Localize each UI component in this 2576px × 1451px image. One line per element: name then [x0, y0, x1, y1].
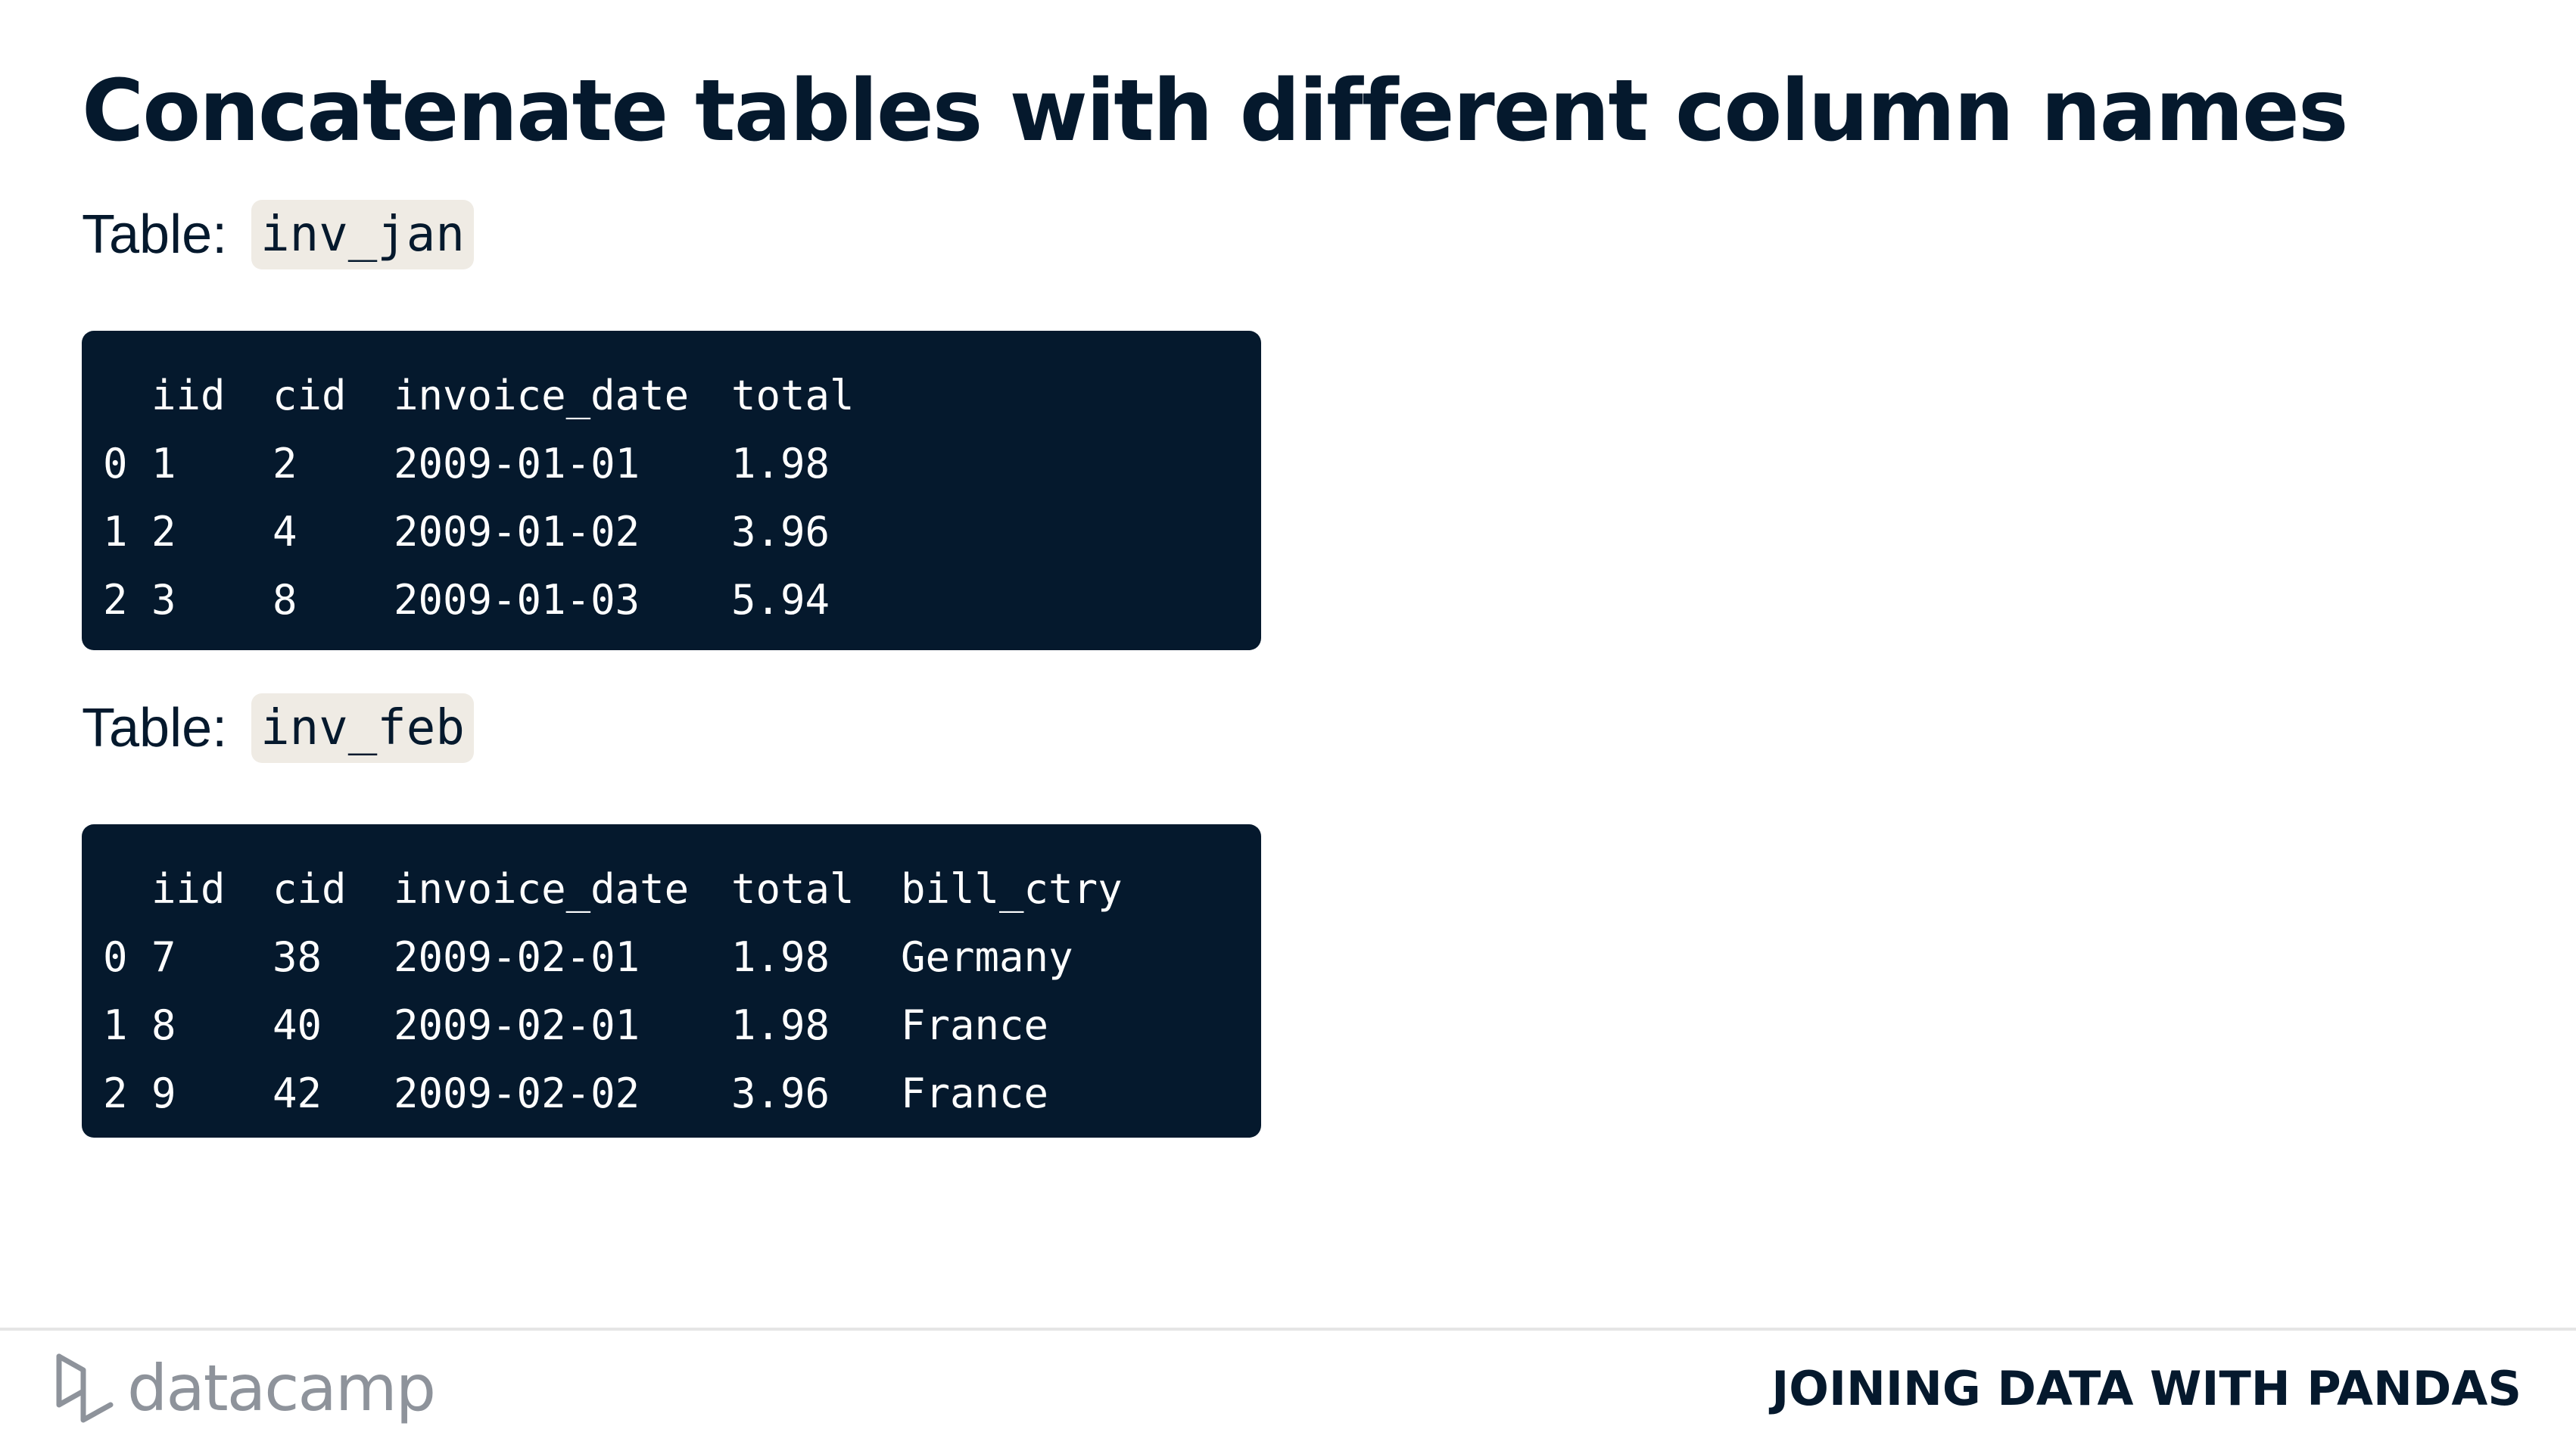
- datacamp-logo: datacamp: [53, 1349, 436, 1428]
- table-cell: 2009-02-01: [394, 933, 640, 981]
- table-cell: 40: [273, 1001, 322, 1049]
- table-cell: France: [901, 1069, 1049, 1117]
- page-title: Concatenate tables with different column…: [82, 62, 2349, 160]
- table-row: 0 1 2 2009-01-01 1.98: [103, 429, 901, 497]
- table-name-chip: inv_feb: [251, 693, 474, 763]
- table-cell: 38: [273, 933, 322, 981]
- code-block-inv-feb: iid cid invoice_date total bill_ctry 0 7…: [82, 824, 1261, 1138]
- table-cell: 3: [151, 575, 176, 624]
- table-cell: 2: [151, 507, 176, 556]
- dataframe-table: iid cid invoice_date total bill_ctry 0 7…: [103, 855, 1123, 1127]
- table-cell: 4: [273, 507, 297, 556]
- table-cell: 2009-01-02: [394, 507, 640, 556]
- column-header: invoice_date: [394, 371, 690, 419]
- table-row: 2 3 8 2009-01-03 5.94: [103, 565, 901, 634]
- table-cell: 42: [273, 1069, 322, 1117]
- table-name-chip: inv_jan: [251, 200, 474, 269]
- column-header: iid: [151, 371, 226, 419]
- column-header: cid: [273, 864, 347, 913]
- table-cell: 2009-02-01: [394, 1001, 640, 1049]
- column-header: total: [731, 371, 855, 419]
- code-block-inv-jan: iid cid invoice_date total 0 1 2 2009-01…: [82, 331, 1261, 650]
- table-cell: 1.98: [731, 933, 830, 981]
- table-cell: 2: [273, 439, 297, 487]
- column-header: [103, 361, 151, 429]
- column-header: cid: [273, 371, 347, 419]
- dataframe-table: iid cid invoice_date total 0 1 2 2009-01…: [103, 361, 901, 634]
- table-cell: 0: [103, 933, 128, 981]
- table-cell: 3.96: [731, 507, 830, 556]
- table-cell: 1: [103, 1001, 128, 1049]
- table-cell: 1.98: [731, 439, 830, 487]
- footer-divider: [0, 1328, 2576, 1331]
- datacamp-logo-icon: [56, 1353, 114, 1423]
- table-label-text: Table:: [82, 204, 228, 265]
- table-cell: 2: [103, 575, 128, 624]
- table-cell: 8: [151, 1001, 176, 1049]
- table-row: 1 2 4 2009-01-02 3.96: [103, 497, 901, 565]
- table-cell: 3.96: [731, 1069, 830, 1117]
- table-cell: 2009-01-03: [394, 575, 640, 624]
- course-name: JOINING DATA WITH PANDAS: [1771, 1361, 2521, 1416]
- table-cell: 2009-01-01: [394, 439, 640, 487]
- table-cell: 0: [103, 439, 128, 487]
- column-header: iid: [151, 864, 226, 913]
- table-cell: 5.94: [731, 575, 830, 624]
- table-cell: 7: [151, 933, 176, 981]
- table-header-row: iid cid invoice_date total: [103, 361, 901, 429]
- table-row: 0 7 38 2009-02-01 1.98 Germany: [103, 923, 1123, 991]
- column-header: bill_ctry: [901, 864, 1123, 913]
- table-label-text: Table:: [82, 698, 228, 758]
- column-header: total: [731, 864, 855, 913]
- table-label-inv-jan: Table: inv_jan: [82, 198, 474, 271]
- table-cell: 2009-02-02: [394, 1069, 640, 1117]
- table-row: 1 8 40 2009-02-01 1.98 France: [103, 991, 1123, 1059]
- column-header: [103, 855, 151, 923]
- table-label-inv-feb: Table: inv_feb: [82, 692, 474, 764]
- logo-wordmark: datacamp: [127, 1351, 436, 1425]
- table-cell: France: [901, 1001, 1049, 1049]
- table-cell: 1.98: [731, 1001, 830, 1049]
- table-cell: 2: [103, 1069, 128, 1117]
- table-cell: 1: [151, 439, 176, 487]
- table-cell: 9: [151, 1069, 176, 1117]
- table-cell: Germany: [901, 933, 1073, 981]
- table-header-row: iid cid invoice_date total bill_ctry: [103, 855, 1123, 923]
- table-row: 2 9 42 2009-02-02 3.96 France: [103, 1059, 1123, 1127]
- table-cell: 1: [103, 507, 128, 556]
- column-header: invoice_date: [394, 864, 690, 913]
- table-cell: 8: [273, 575, 297, 624]
